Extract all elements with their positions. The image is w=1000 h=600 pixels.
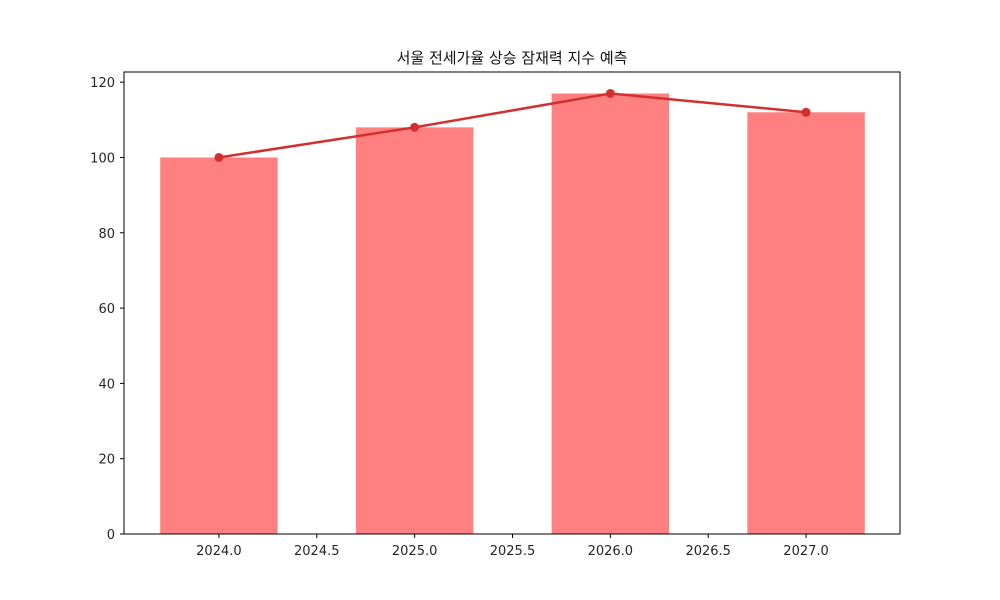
y-tick-label: 0	[107, 528, 115, 543]
line-marker-2024	[214, 152, 224, 162]
x-tick-label: 2027.0	[783, 544, 829, 559]
y-tick-label: 100	[90, 151, 115, 166]
y-tick-label: 20	[98, 453, 115, 468]
y-tick-label: 60	[98, 302, 115, 317]
line-marker-2025	[410, 122, 420, 132]
y-axis: 0 20 40 60 80 100 120	[90, 76, 124, 543]
x-axis: 2024.0 2024.5 2025.0 2025.5 2026.0 2026.5 2027…	[196, 534, 829, 559]
line-marker-2026	[605, 88, 615, 98]
x-tick-label: 2025.0	[392, 544, 438, 559]
bar-series	[160, 93, 865, 535]
x-tick-label: 2024.5	[294, 544, 340, 559]
y-tick-label: 40	[98, 377, 115, 392]
bar-2025	[355, 127, 474, 534]
line-marker-2027	[801, 107, 811, 117]
x-tick-label: 2026.5	[685, 544, 731, 559]
x-tick-label: 2025.5	[490, 544, 536, 559]
bar-2024	[160, 157, 278, 535]
trend-line	[218, 92, 807, 159]
bar-2027	[747, 112, 865, 534]
x-tick-label: 2026.0	[588, 544, 634, 559]
y-tick-label: 120	[90, 76, 115, 91]
bar-2026	[551, 93, 670, 535]
x-tick-label: 2024.0	[196, 544, 242, 559]
y-tick-label: 80	[98, 227, 115, 242]
chart-title: 서울 전세가율 상승 잠재력 지수 예측	[397, 49, 628, 67]
line-series	[214, 88, 811, 162]
